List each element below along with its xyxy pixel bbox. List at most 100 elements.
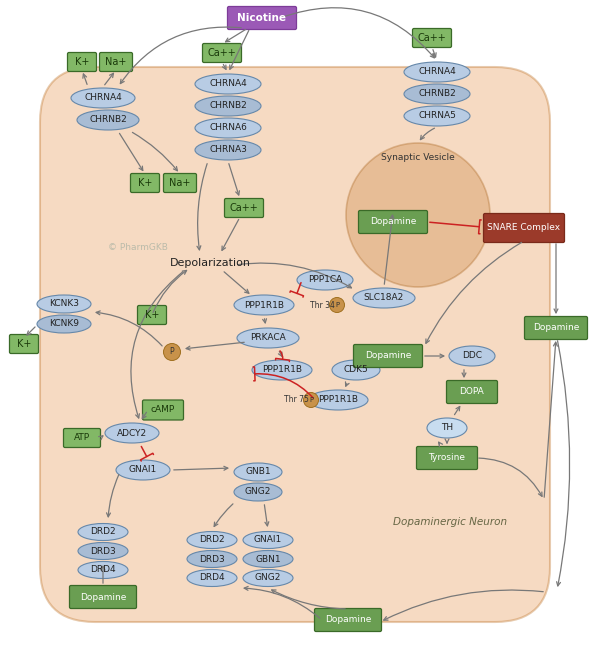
Text: Ca++: Ca++ xyxy=(230,203,259,213)
Ellipse shape xyxy=(243,569,293,586)
Ellipse shape xyxy=(252,360,312,380)
Text: GBN1: GBN1 xyxy=(255,554,281,564)
Text: DRD4: DRD4 xyxy=(90,565,116,575)
FancyBboxPatch shape xyxy=(315,608,382,631)
Ellipse shape xyxy=(78,523,128,540)
Text: CHRNA4: CHRNA4 xyxy=(209,80,247,89)
Ellipse shape xyxy=(37,295,91,313)
Ellipse shape xyxy=(116,460,170,480)
Text: PRKACA: PRKACA xyxy=(250,333,286,342)
Text: CHRNB2: CHRNB2 xyxy=(418,89,456,98)
Ellipse shape xyxy=(78,542,128,560)
Text: Thr 34: Thr 34 xyxy=(310,300,335,309)
FancyBboxPatch shape xyxy=(203,43,241,63)
Text: Dopaminergic Neuron: Dopaminergic Neuron xyxy=(393,517,507,527)
Text: KCNK3: KCNK3 xyxy=(49,300,79,309)
Ellipse shape xyxy=(78,562,128,578)
Ellipse shape xyxy=(71,88,135,108)
Text: Depolarization: Depolarization xyxy=(170,258,250,268)
Text: CHRNA5: CHRNA5 xyxy=(418,111,456,120)
Text: ADCY2: ADCY2 xyxy=(117,428,147,437)
Ellipse shape xyxy=(187,569,237,586)
FancyBboxPatch shape xyxy=(224,199,263,217)
Ellipse shape xyxy=(449,346,495,366)
Text: PPP1R1B: PPP1R1B xyxy=(244,300,284,309)
Ellipse shape xyxy=(404,62,470,82)
Text: SNARE Complex: SNARE Complex xyxy=(488,223,561,232)
Text: Ca++: Ca++ xyxy=(418,33,446,43)
Text: Dopamine: Dopamine xyxy=(533,324,579,333)
Text: ATP: ATP xyxy=(74,433,90,443)
FancyBboxPatch shape xyxy=(68,52,97,72)
Text: CHRNA4: CHRNA4 xyxy=(84,94,122,102)
Text: CHRNA6: CHRNA6 xyxy=(209,124,247,133)
FancyBboxPatch shape xyxy=(164,173,197,193)
Ellipse shape xyxy=(234,295,294,315)
Ellipse shape xyxy=(237,328,299,348)
Ellipse shape xyxy=(243,531,293,549)
Ellipse shape xyxy=(234,483,282,501)
Ellipse shape xyxy=(297,270,353,290)
Text: DRD2: DRD2 xyxy=(199,536,225,545)
Text: P: P xyxy=(309,397,313,403)
Text: KCNK9: KCNK9 xyxy=(49,320,79,329)
FancyBboxPatch shape xyxy=(9,334,38,353)
Text: cAMP: cAMP xyxy=(151,406,175,415)
Text: K+: K+ xyxy=(75,57,89,67)
Text: © PharmGKB: © PharmGKB xyxy=(108,243,168,252)
Text: Dopamine: Dopamine xyxy=(80,593,126,602)
Ellipse shape xyxy=(308,390,368,410)
Circle shape xyxy=(329,298,345,313)
FancyBboxPatch shape xyxy=(446,380,498,404)
Ellipse shape xyxy=(195,74,261,94)
Text: PPP1CA: PPP1CA xyxy=(308,276,342,285)
Circle shape xyxy=(303,393,319,408)
Ellipse shape xyxy=(187,551,237,567)
Ellipse shape xyxy=(77,110,139,130)
Ellipse shape xyxy=(195,96,261,116)
FancyBboxPatch shape xyxy=(40,67,550,622)
Text: Dopamine: Dopamine xyxy=(365,351,411,360)
Text: PPP1R1B: PPP1R1B xyxy=(262,366,302,375)
Text: DDC: DDC xyxy=(462,351,482,360)
Text: Dopamine: Dopamine xyxy=(370,217,416,226)
Text: PPP1R1B: PPP1R1B xyxy=(318,395,358,404)
Text: TH: TH xyxy=(441,424,453,432)
Ellipse shape xyxy=(195,140,261,160)
Ellipse shape xyxy=(427,418,467,438)
Text: Tyrosine: Tyrosine xyxy=(429,454,465,463)
Text: CHRNA4: CHRNA4 xyxy=(418,67,456,76)
Text: K+: K+ xyxy=(145,310,159,320)
FancyBboxPatch shape xyxy=(70,586,137,608)
Ellipse shape xyxy=(404,84,470,104)
Text: CHRNB2: CHRNB2 xyxy=(209,102,247,111)
FancyBboxPatch shape xyxy=(143,400,184,420)
Ellipse shape xyxy=(195,118,261,138)
Ellipse shape xyxy=(37,315,91,333)
FancyBboxPatch shape xyxy=(227,6,296,30)
Ellipse shape xyxy=(187,531,237,549)
Ellipse shape xyxy=(404,106,470,126)
Text: DRD2: DRD2 xyxy=(90,527,116,536)
Text: GNB1: GNB1 xyxy=(245,468,271,476)
Text: P: P xyxy=(170,347,174,356)
FancyBboxPatch shape xyxy=(64,428,101,448)
Text: DOPA: DOPA xyxy=(459,388,484,397)
FancyBboxPatch shape xyxy=(359,210,428,234)
Ellipse shape xyxy=(332,360,380,380)
Text: Ca++: Ca++ xyxy=(208,48,236,58)
FancyBboxPatch shape xyxy=(137,305,167,325)
Circle shape xyxy=(346,143,490,287)
FancyBboxPatch shape xyxy=(416,446,478,470)
Text: Thr 75: Thr 75 xyxy=(284,395,309,404)
Text: K+: K+ xyxy=(138,178,152,188)
Text: CHRNA3: CHRNA3 xyxy=(209,146,247,155)
FancyBboxPatch shape xyxy=(484,214,564,243)
Ellipse shape xyxy=(234,463,282,481)
Text: Dopamine: Dopamine xyxy=(325,615,371,624)
FancyBboxPatch shape xyxy=(353,344,422,367)
Ellipse shape xyxy=(105,423,159,443)
Text: Na+: Na+ xyxy=(169,178,191,188)
Ellipse shape xyxy=(353,288,415,308)
Circle shape xyxy=(164,344,180,360)
